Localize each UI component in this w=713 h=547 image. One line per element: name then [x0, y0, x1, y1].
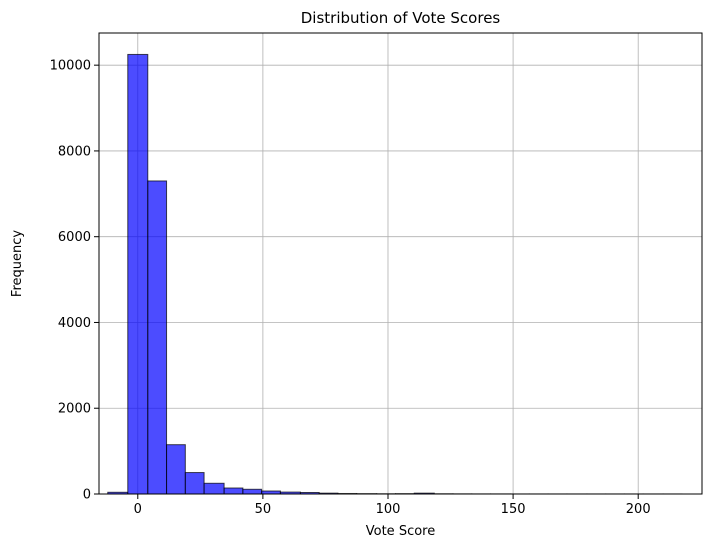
x-tick-label: 150: [501, 502, 526, 517]
x-axis-ticks: 0 50 100 150 200: [134, 494, 651, 517]
histogram-bar: [242, 488, 263, 495]
y-tick-label: 4000: [58, 316, 91, 331]
x-tick-label: 50: [255, 502, 272, 517]
histogram-bar: [223, 487, 244, 495]
grid-lines: [99, 33, 702, 495]
histogram-bar: [203, 482, 225, 495]
x-tick-label: 100: [376, 502, 401, 517]
x-tick-label: 200: [626, 502, 651, 517]
chart-title: Distribution of Vote Scores: [301, 9, 501, 27]
x-tick-label: 0: [134, 502, 142, 517]
histogram-bar: [166, 444, 186, 495]
x-axis-label: Vote Score: [366, 524, 435, 539]
histogram-bar: [127, 53, 149, 495]
y-axis-ticks: 0 2000 4000 6000 8000 10000: [50, 59, 99, 503]
y-tick-label: 0: [83, 488, 91, 503]
histogram-bar: [147, 180, 168, 495]
y-tick-label: 8000: [58, 144, 91, 159]
y-tick-label: 2000: [58, 402, 91, 417]
y-tick-label: 10000: [50, 59, 91, 74]
plot-area-frame: [98, 32, 703, 495]
histogram-bars: [107, 53, 683, 495]
y-axis-label: Frequency: [10, 230, 25, 297]
y-tick-label: 6000: [58, 230, 91, 245]
histogram-bar: [184, 472, 205, 495]
